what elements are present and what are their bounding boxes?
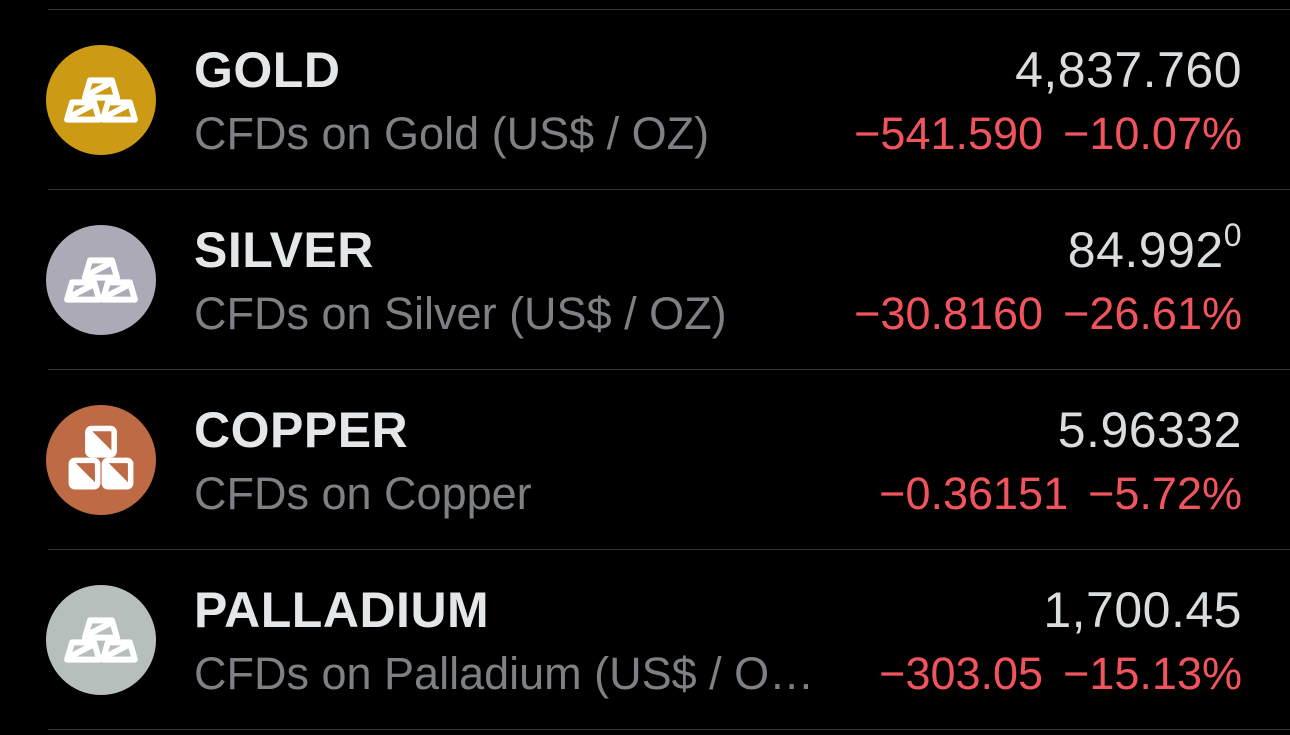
last-price: 4,837.760 xyxy=(1015,41,1242,98)
watchlist-row-copper[interactable]: COPPER CFDs on Copper 5.96332 −0.36151 −5… xyxy=(0,370,1290,549)
change-value: −303.05 xyxy=(879,647,1044,699)
watchlist-row-silver[interactable]: SILVER CFDs on Silver (US$ / OZ) 84.9920… xyxy=(0,190,1290,369)
price-change: −541.590 −10.07% xyxy=(854,104,1242,164)
watchlist-row-palladium[interactable]: PALLADIUM CFDs on Palladium (US$ / O… 1,… xyxy=(0,550,1290,729)
row-divider xyxy=(48,549,1290,550)
symbol-description: CFDs on Silver (US$ / OZ) xyxy=(194,287,727,339)
last-price: 1,700.45 xyxy=(1043,581,1242,638)
row-divider xyxy=(48,729,1290,730)
symbol-description: CFDs on Copper xyxy=(194,467,532,519)
copper-cubes-icon xyxy=(46,404,156,515)
row-divider xyxy=(48,189,1290,190)
last-price: 84.9920 xyxy=(1067,216,1242,278)
row-divider xyxy=(48,369,1290,370)
change-percent: −5.72% xyxy=(1088,467,1242,519)
price-change: −303.05 −15.13% xyxy=(879,644,1242,704)
price-change: −0.36151 −5.72% xyxy=(879,464,1242,524)
symbol-name: GOLD xyxy=(194,41,341,98)
symbol-description: CFDs on Gold (US$ / OZ) xyxy=(194,107,710,159)
change-value: −0.36151 xyxy=(879,467,1069,519)
price-extra-digit: 0 xyxy=(1223,216,1242,253)
change-value: −541.590 xyxy=(854,107,1044,159)
change-percent: −10.07% xyxy=(1063,107,1242,159)
symbol-name: COPPER xyxy=(194,401,409,458)
last-price: 5.96332 xyxy=(1057,401,1242,458)
symbol-name: PALLADIUM xyxy=(194,581,490,638)
row-divider xyxy=(48,9,1290,10)
silver-bars-icon xyxy=(46,224,156,335)
change-value: −30.8160 xyxy=(854,287,1044,339)
gold-bars-icon xyxy=(46,44,156,155)
watchlist-row-gold[interactable]: GOLD CFDs on Gold (US$ / OZ) 4,837.760 −… xyxy=(0,10,1290,189)
change-percent: −26.61% xyxy=(1063,287,1242,339)
symbol-description: CFDs on Palladium (US$ / O… xyxy=(194,647,815,699)
change-percent: −15.13% xyxy=(1063,647,1242,699)
symbol-name: SILVER xyxy=(194,221,374,278)
palladium-bars-icon xyxy=(46,584,156,695)
price-change: −30.8160 −26.61% xyxy=(854,284,1242,344)
